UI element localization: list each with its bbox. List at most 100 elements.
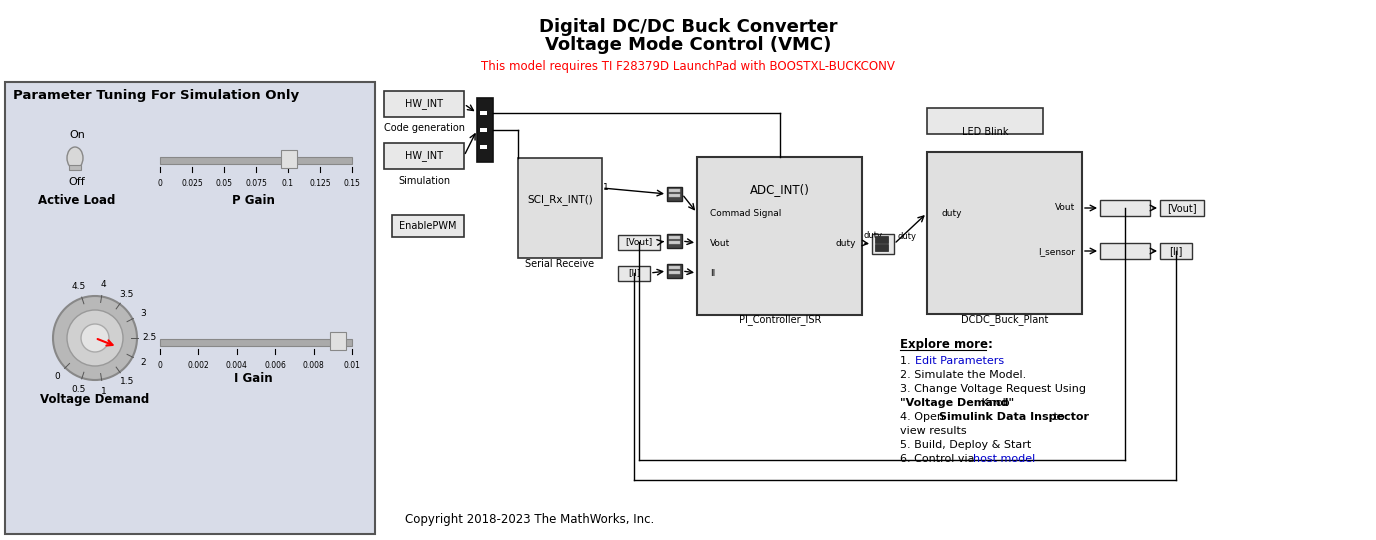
Text: 0.002: 0.002 (187, 361, 209, 370)
Text: 1: 1 (100, 387, 106, 396)
FancyBboxPatch shape (1099, 243, 1150, 259)
FancyBboxPatch shape (384, 91, 464, 117)
Text: Vout: Vout (710, 239, 731, 247)
FancyBboxPatch shape (1160, 243, 1192, 259)
Text: 0.125: 0.125 (310, 179, 330, 188)
FancyBboxPatch shape (384, 143, 464, 169)
Text: 5. Build, Deploy & Start: 5. Build, Deploy & Start (900, 440, 1031, 450)
Text: host model: host model (973, 454, 1035, 464)
Circle shape (81, 324, 109, 352)
Text: [Vout]: [Vout] (625, 238, 652, 246)
Text: Simulink Data Inspector: Simulink Data Inspector (938, 412, 1088, 422)
Text: 3: 3 (140, 309, 146, 318)
Text: 4. Open: 4. Open (900, 412, 948, 422)
FancyBboxPatch shape (1160, 200, 1204, 216)
FancyBboxPatch shape (667, 234, 682, 248)
Text: Knob: Knob (977, 398, 1009, 408)
Circle shape (54, 296, 138, 380)
Text: LED Blink: LED Blink (962, 127, 1009, 137)
Text: 0.5: 0.5 (72, 385, 85, 394)
FancyBboxPatch shape (618, 235, 660, 250)
Text: EnablePWM: EnablePWM (399, 221, 457, 231)
Text: 0.075: 0.075 (245, 179, 267, 188)
Text: 0: 0 (54, 372, 59, 381)
Text: 0: 0 (158, 179, 162, 188)
Text: Copyright 2018-2023 The MathWorks, Inc.: Copyright 2018-2023 The MathWorks, Inc. (406, 514, 655, 526)
Text: Commad Signal: Commad Signal (710, 208, 782, 218)
FancyBboxPatch shape (669, 241, 680, 244)
FancyBboxPatch shape (669, 194, 680, 197)
FancyBboxPatch shape (669, 266, 680, 269)
Text: Edit Parameters: Edit Parameters (915, 356, 1003, 366)
FancyBboxPatch shape (69, 165, 81, 170)
FancyBboxPatch shape (160, 339, 352, 346)
Text: On: On (69, 130, 85, 140)
Text: 6. Control via: 6. Control via (900, 454, 978, 464)
Text: Parameter Tuning For Simulation Only: Parameter Tuning For Simulation Only (12, 89, 299, 102)
Text: 1.5: 1.5 (120, 377, 133, 386)
Text: SCI_Rx_INT(): SCI_Rx_INT() (527, 194, 593, 205)
Text: 3. Change Voltage Request Using: 3. Change Voltage Request Using (900, 384, 1086, 394)
FancyBboxPatch shape (875, 236, 888, 243)
FancyBboxPatch shape (160, 157, 352, 164)
FancyBboxPatch shape (477, 98, 493, 162)
Text: [Il]: [Il] (627, 268, 640, 278)
FancyBboxPatch shape (872, 234, 894, 254)
Text: duty: duty (835, 239, 856, 247)
FancyBboxPatch shape (480, 128, 487, 132)
Text: Active Load: Active Load (39, 193, 116, 206)
Text: 2.5: 2.5 (142, 334, 155, 342)
Text: [Il]: [Il] (1170, 246, 1183, 256)
Text: 0: 0 (158, 361, 162, 370)
Text: I_sensor: I_sensor (1038, 247, 1075, 256)
Text: [Vout]: [Vout] (1167, 203, 1197, 213)
FancyBboxPatch shape (669, 271, 680, 274)
Text: 0.15: 0.15 (344, 179, 361, 188)
Text: ADC_INT(): ADC_INT() (750, 184, 810, 197)
Text: view results: view results (900, 426, 966, 436)
Text: duty: duty (941, 208, 962, 218)
FancyBboxPatch shape (517, 158, 603, 258)
Text: 2. Simulate the Model.: 2. Simulate the Model. (900, 370, 1026, 380)
Text: Digital DC/DC Buck Converter: Digital DC/DC Buck Converter (539, 18, 837, 36)
Text: 0.006: 0.006 (264, 361, 286, 370)
Text: Vout: Vout (1055, 204, 1075, 213)
Text: HW_INT: HW_INT (405, 151, 443, 161)
Text: 2: 2 (140, 358, 146, 367)
Text: to: to (1050, 412, 1065, 422)
Text: Il: Il (710, 268, 716, 278)
FancyBboxPatch shape (330, 332, 345, 350)
FancyBboxPatch shape (875, 244, 888, 251)
Text: 0.008: 0.008 (303, 361, 325, 370)
Text: 1.: 1. (900, 356, 914, 366)
FancyBboxPatch shape (480, 145, 487, 149)
Text: Off: Off (69, 177, 85, 187)
FancyBboxPatch shape (667, 264, 682, 278)
Text: This model requires TI F28379D LaunchPad with BOOSTXL-BUCKCONV: This model requires TI F28379D LaunchPad… (482, 60, 894, 73)
FancyBboxPatch shape (927, 152, 1082, 314)
Text: 0.05: 0.05 (216, 179, 233, 188)
Text: 0.004: 0.004 (226, 361, 248, 370)
FancyBboxPatch shape (927, 108, 1043, 134)
FancyBboxPatch shape (618, 266, 649, 281)
Text: 0.01: 0.01 (344, 361, 361, 370)
Circle shape (67, 310, 122, 366)
Text: 4: 4 (100, 280, 106, 289)
Text: DCDC_Buck_Plant: DCDC_Buck_Plant (962, 314, 1049, 326)
Text: Serial Receive: Serial Receive (526, 259, 594, 269)
Text: Voltage Demand: Voltage Demand (40, 394, 150, 407)
Text: duty: duty (897, 232, 916, 241)
Text: duty: duty (863, 231, 882, 240)
FancyBboxPatch shape (698, 157, 861, 315)
Text: Simulation: Simulation (398, 176, 450, 186)
FancyBboxPatch shape (667, 187, 682, 201)
Text: HW_INT: HW_INT (405, 98, 443, 110)
FancyBboxPatch shape (281, 150, 297, 168)
Text: 1: 1 (603, 184, 608, 192)
Text: Code generation: Code generation (384, 123, 465, 133)
Text: "Voltage Demand": "Voltage Demand" (900, 398, 1014, 408)
Text: P Gain: P Gain (231, 193, 274, 206)
FancyBboxPatch shape (669, 189, 680, 192)
Text: 3.5: 3.5 (120, 290, 133, 299)
Text: 0.025: 0.025 (182, 179, 202, 188)
